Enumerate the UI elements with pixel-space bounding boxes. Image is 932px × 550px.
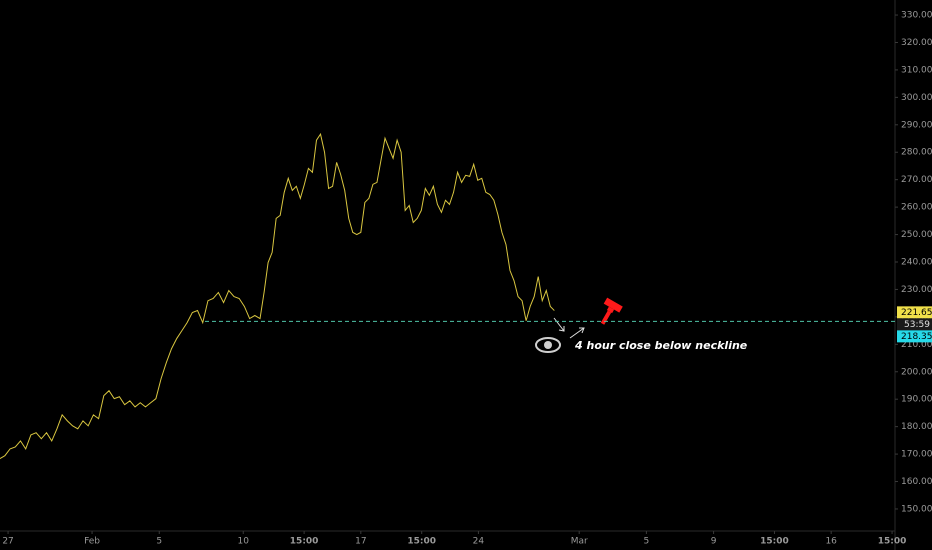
x-tick-label: 15:00 <box>407 537 436 547</box>
annotation: 4 hour close below neckline <box>574 339 748 352</box>
last-price-box <box>897 306 932 319</box>
x-tick-label: 27 <box>2 537 13 547</box>
price-line <box>0 132 555 460</box>
y-tick-label: 150.00 <box>901 504 932 514</box>
y-tick-label: 230.00 <box>901 285 932 295</box>
x-tick-label: Mar <box>571 537 588 547</box>
countdown-box <box>897 318 932 331</box>
x-tick-label: 9 <box>711 537 717 547</box>
last-price-label: 221.65 <box>901 308 932 318</box>
x-tick-label: 17 <box>355 537 366 547</box>
y-tick-label: 270.00 <box>901 175 932 185</box>
y-tick-label: 280.00 <box>901 148 932 158</box>
y-tick-label: 310.00 <box>901 65 932 75</box>
arrows <box>553 317 585 339</box>
y-tick-label: 190.00 <box>901 395 932 405</box>
y-tick-label: 200.00 <box>901 367 932 377</box>
y-tick-label: 180.00 <box>901 422 932 432</box>
x-tick-label: 15:00 <box>760 537 789 547</box>
x-tick-label: 10 <box>238 537 250 547</box>
y-tick-label: 300.00 <box>901 93 932 103</box>
neckline-label: 218.35 <box>901 332 932 342</box>
x-tick-label: 24 <box>473 537 485 547</box>
y-tick-label: 160.00 <box>901 477 932 487</box>
x-tick-label: 5 <box>644 537 650 547</box>
y-tick-label: 250.00 <box>901 230 932 240</box>
y-tick-label: 210.00 <box>901 340 932 350</box>
eye-icon <box>535 337 561 353</box>
x-tick-label: 15:00 <box>290 537 319 547</box>
y-tick-label: 330.00 <box>901 11 932 21</box>
x-tick-label: 15:00 <box>878 537 907 547</box>
y-tick-label: 290.00 <box>901 120 932 130</box>
x-tick-label: 5 <box>156 537 162 547</box>
gavel-icon <box>600 297 623 325</box>
y-tick-label: 240.00 <box>901 258 932 268</box>
x-tick-label: Feb <box>84 537 100 547</box>
countdown-label: 53:59 <box>904 320 930 330</box>
neckline-box <box>897 330 932 343</box>
y-tick-label: 170.00 <box>901 450 932 460</box>
y-tick-label: 320.00 <box>901 38 932 48</box>
x-tick-label: 16 <box>825 537 837 547</box>
y-tick-label: 260.00 <box>901 203 932 213</box>
